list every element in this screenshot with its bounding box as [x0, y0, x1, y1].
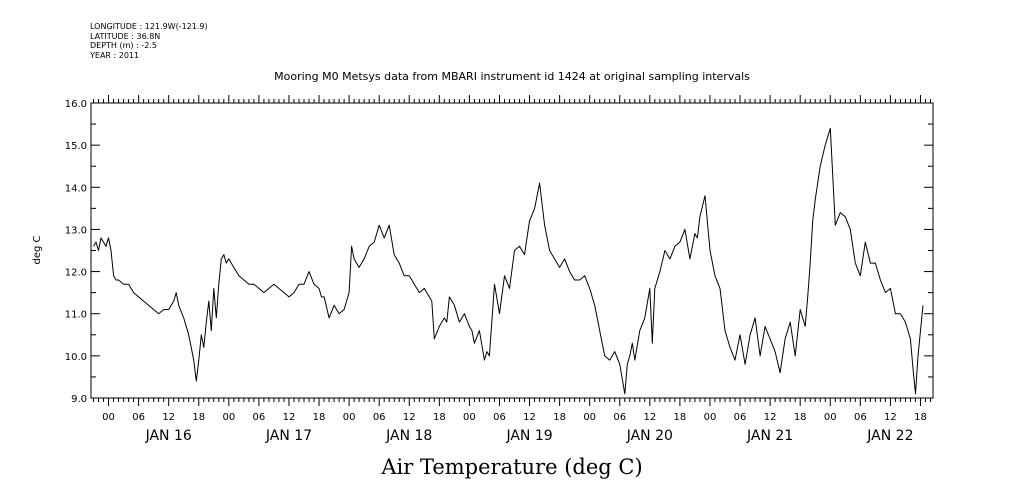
x-day-label: JAN 18	[385, 428, 432, 444]
x-hour-label: 06	[493, 412, 506, 423]
x-hour-label: 06	[734, 412, 747, 423]
x-hour-label: 00	[583, 412, 596, 423]
x-hour-label: 12	[283, 412, 296, 423]
x-hour-label: 06	[373, 412, 386, 423]
x-hour-label: 00	[343, 412, 356, 423]
x-hour-label: 00	[222, 412, 235, 423]
x-hour-label: 18	[553, 412, 566, 423]
x-hour-label: 00	[824, 412, 837, 423]
y-tick-label: 14.0	[65, 183, 87, 194]
y-tick-label: 12.0	[65, 268, 87, 279]
x-hour-label: 00	[704, 412, 717, 423]
x-hour-label: 12	[523, 412, 536, 423]
x-hour-label: 12	[643, 412, 656, 423]
x-hour-label: 18	[794, 412, 807, 423]
x-day-label: JAN 22	[866, 428, 913, 444]
x-day-label: JAN 20	[626, 428, 673, 444]
y-tick-label: 9.0	[71, 394, 87, 405]
latitude-label: LATITUDE : 36.8N	[90, 31, 161, 41]
x-hour-label: 18	[914, 412, 927, 423]
x-hour-label: 06	[253, 412, 266, 423]
year-label: YEAR : 2011	[90, 50, 140, 60]
chart-title: Mooring M0 Metsys data from MBARI instru…	[274, 70, 750, 83]
x-axis: 00 06 12 18 00 06 12 18 00 06 12 18 00 06 12 18 00 06 12 18…	[93, 95, 931, 444]
y-axis-label: deg C	[32, 235, 43, 264]
series-line-air-temperature	[93, 127, 924, 395]
x-day-label: JAN 16	[145, 428, 192, 444]
y-tick-label: 10.0	[65, 352, 87, 363]
x-hour-label: 12	[162, 412, 175, 423]
x-hour-label: 06	[613, 412, 626, 423]
x-day-label: JAN 19	[505, 428, 552, 444]
x-hour-label: 18	[192, 412, 205, 423]
x-axis-label: Air Temperature (deg C)	[380, 455, 642, 479]
x-hour-label: 12	[884, 412, 897, 423]
y-tick-label: 16.0	[65, 99, 87, 110]
y-tick-label: 15.0	[65, 141, 87, 152]
x-hour-label: 12	[764, 412, 777, 423]
x-hour-label: 00	[463, 412, 476, 423]
y-tick-label: 11.0	[65, 310, 87, 321]
x-hour-label: 18	[674, 412, 687, 423]
y-tick-label: 13.0	[65, 225, 87, 236]
plot-frame	[90, 102, 934, 399]
x-hour-label: 06	[132, 412, 145, 423]
x-hour-label: 18	[433, 412, 446, 423]
series-group	[93, 127, 924, 395]
mooring-metadata: LONGITUDE : 121.9W(-121.9) LATITUDE : 36…	[90, 22, 208, 60]
depth-label: DEPTH (m) : -2.5	[90, 41, 157, 50]
x-hour-label: 12	[403, 412, 416, 423]
y-axis: 9.0 10.0 11.0 12.0 13.0 14.0 15.0 16.0	[65, 99, 933, 405]
x-day-label: JAN 21	[746, 428, 793, 444]
x-hour-label: 00	[102, 412, 115, 423]
longitude-label: LONGITUDE : 121.9W(-121.9)	[90, 22, 208, 31]
x-day-label: JAN 17	[265, 428, 312, 444]
x-hour-label: 06	[854, 412, 867, 423]
x-hour-label: 18	[313, 412, 326, 423]
